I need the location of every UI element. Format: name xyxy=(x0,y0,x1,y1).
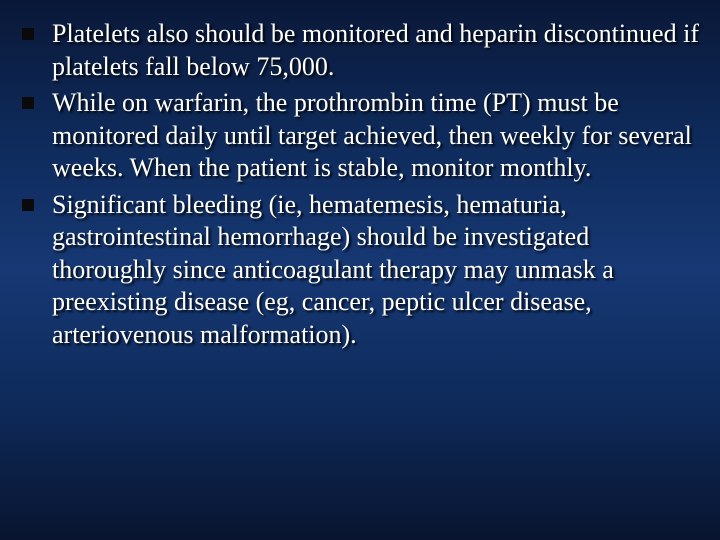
list-item: Significant bleeding (ie, hematemesis, h… xyxy=(18,189,702,352)
bullet-text: Significant bleeding (ie, hematemesis, h… xyxy=(52,190,614,349)
square-bullet-icon xyxy=(22,97,34,109)
list-item: Platelets also should be monitored and h… xyxy=(18,18,702,83)
bullet-text: While on warfarin, the prothrombin time … xyxy=(52,88,692,182)
bullet-list: Platelets also should be monitored and h… xyxy=(18,18,702,351)
slide-body: Platelets also should be monitored and h… xyxy=(0,0,720,540)
square-bullet-icon xyxy=(22,199,34,211)
list-item: While on warfarin, the prothrombin time … xyxy=(18,87,702,185)
bullet-text: Platelets also should be monitored and h… xyxy=(52,19,699,81)
square-bullet-icon xyxy=(22,28,34,40)
